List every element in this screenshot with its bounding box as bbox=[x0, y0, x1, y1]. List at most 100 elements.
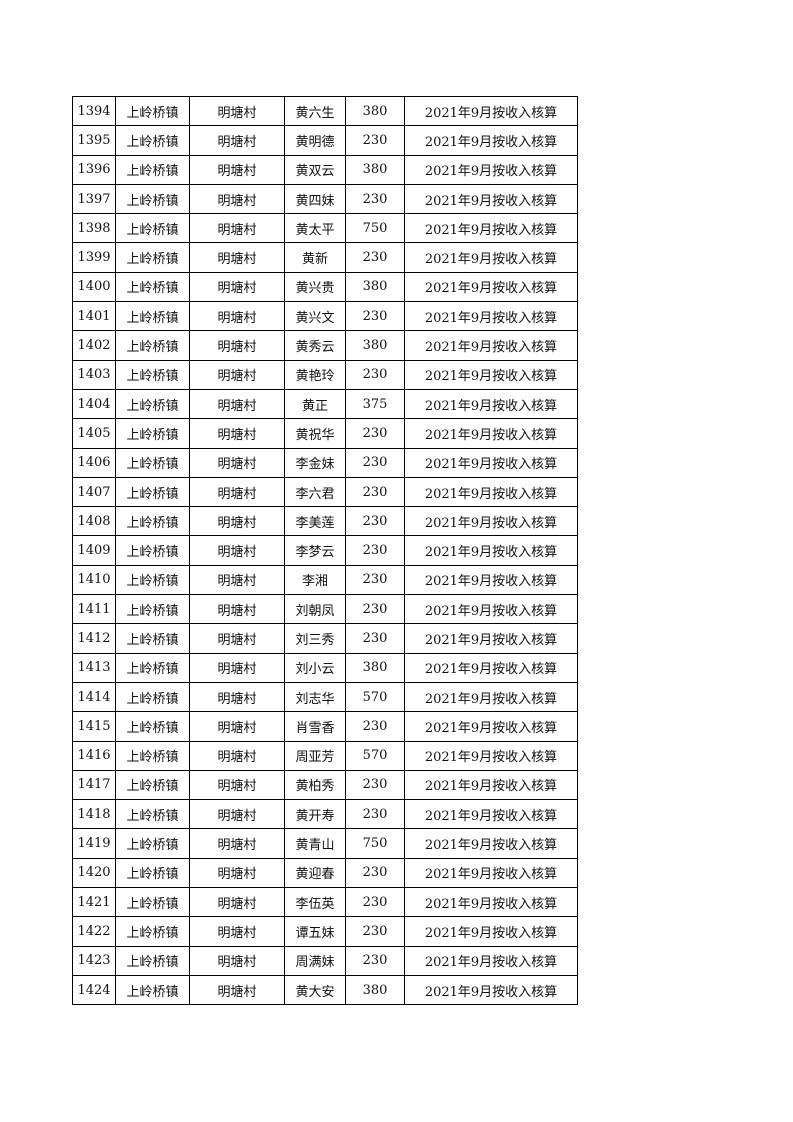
cell-amount: 380 bbox=[345, 95, 405, 127]
cell-row-number: 1406 bbox=[72, 447, 116, 478]
table-row: 1418 上岭桥镇 明塘村 黄开寿 230 2021年9月按收入核算 bbox=[72, 799, 578, 830]
cell-note: 2021年9月按收入核算 bbox=[404, 887, 578, 918]
table-row: 1405 上岭桥镇 明塘村 黄祝华 230 2021年9月按收入核算 bbox=[72, 418, 578, 449]
cell-note: 2021年9月按收入核算 bbox=[404, 271, 578, 303]
cell-row-number: 1420 bbox=[72, 857, 116, 889]
cell-name: 周亚芳 bbox=[284, 740, 346, 771]
cell-town: 上岭桥镇 bbox=[115, 476, 190, 508]
cell-amount: 230 bbox=[345, 301, 405, 332]
table-row: 1394 上岭桥镇 明塘村 黄六生 380 2021年9月按收入核算 bbox=[72, 95, 578, 127]
cell-row-number: 1410 bbox=[72, 564, 116, 596]
cell-amount: 380 bbox=[345, 652, 405, 683]
cell-amount: 380 bbox=[345, 974, 405, 1006]
table-row: 1400 上岭桥镇 明塘村 黄兴贵 380 2021年9月按收入核算 bbox=[72, 271, 578, 303]
cell-row-number: 1397 bbox=[72, 183, 116, 215]
cell-row-number: 1424 bbox=[72, 974, 116, 1006]
cell-town: 上岭桥镇 bbox=[115, 564, 190, 596]
cell-amount: 380 bbox=[345, 154, 405, 185]
table-row: 1406 上岭桥镇 明塘村 李金妹 230 2021年9月按收入核算 bbox=[72, 447, 578, 478]
cell-amount: 230 bbox=[345, 564, 405, 596]
cell-name: 黄兴文 bbox=[284, 301, 346, 332]
cell-amount: 230 bbox=[345, 506, 405, 537]
cell-note: 2021年9月按收入核算 bbox=[404, 828, 578, 859]
cell-amount: 230 bbox=[345, 887, 405, 918]
cell-note: 2021年9月按收入核算 bbox=[404, 125, 578, 156]
cell-row-number: 1402 bbox=[72, 330, 116, 361]
cell-name: 刘小云 bbox=[284, 652, 346, 683]
cell-village: 明塘村 bbox=[189, 652, 285, 683]
cell-note: 2021年9月按收入核算 bbox=[404, 564, 578, 596]
cell-name: 黄六生 bbox=[284, 95, 346, 127]
cell-note: 2021年9月按收入核算 bbox=[404, 535, 578, 566]
cell-row-number: 1403 bbox=[72, 359, 116, 390]
table-row: 1414 上岭桥镇 明塘村 刘志华 570 2021年9月按收入核算 bbox=[72, 681, 578, 713]
table-row: 1402 上岭桥镇 明塘村 黄秀云 380 2021年9月按收入核算 bbox=[72, 330, 578, 361]
cell-row-number: 1408 bbox=[72, 506, 116, 537]
cell-town: 上岭桥镇 bbox=[115, 769, 190, 801]
table-row: 1396 上岭桥镇 明塘村 黄双云 380 2021年9月按收入核算 bbox=[72, 154, 578, 185]
cell-name: 刘三秀 bbox=[284, 623, 346, 654]
cell-village: 明塘村 bbox=[189, 535, 285, 566]
cell-row-number: 1412 bbox=[72, 623, 116, 654]
cell-town: 上岭桥镇 bbox=[115, 887, 190, 918]
cell-amount: 230 bbox=[345, 447, 405, 478]
cell-row-number: 1395 bbox=[72, 125, 116, 156]
cell-note: 2021年9月按收入核算 bbox=[404, 652, 578, 683]
cell-village: 明塘村 bbox=[189, 594, 285, 625]
cell-note: 2021年9月按收入核算 bbox=[404, 418, 578, 449]
cell-row-number: 1411 bbox=[72, 594, 116, 625]
cell-row-number: 1398 bbox=[72, 213, 116, 244]
cell-name: 黄新 bbox=[284, 242, 346, 273]
cell-name: 李湘 bbox=[284, 564, 346, 596]
cell-name: 黄太平 bbox=[284, 213, 346, 244]
cell-row-number: 1423 bbox=[72, 945, 116, 976]
cell-amount: 380 bbox=[345, 271, 405, 303]
cell-town: 上岭桥镇 bbox=[115, 418, 190, 449]
cell-name: 刘朝凤 bbox=[284, 594, 346, 625]
cell-village: 明塘村 bbox=[189, 799, 285, 830]
table-row: 1419 上岭桥镇 明塘村 黄青山 750 2021年9月按收入核算 bbox=[72, 828, 578, 859]
cell-amount: 230 bbox=[345, 945, 405, 976]
cell-note: 2021年9月按收入核算 bbox=[404, 242, 578, 273]
table-row: 1412 上岭桥镇 明塘村 刘三秀 230 2021年9月按收入核算 bbox=[72, 623, 578, 654]
cell-village: 明塘村 bbox=[189, 125, 285, 156]
table-row: 1421 上岭桥镇 明塘村 李伍英 230 2021年9月按收入核算 bbox=[72, 887, 578, 918]
table-row: 1416 上岭桥镇 明塘村 周亚芳 570 2021年9月按收入核算 bbox=[72, 740, 578, 771]
cell-village: 明塘村 bbox=[189, 213, 285, 244]
table-row: 1409 上岭桥镇 明塘村 李梦云 230 2021年9月按收入核算 bbox=[72, 535, 578, 566]
cell-row-number: 1396 bbox=[72, 154, 116, 185]
table-row: 1413 上岭桥镇 明塘村 刘小云 380 2021年9月按收入核算 bbox=[72, 652, 578, 683]
cell-name: 李金妹 bbox=[284, 447, 346, 478]
cell-amount: 230 bbox=[345, 183, 405, 215]
cell-row-number: 1400 bbox=[72, 271, 116, 303]
table-row: 1420 上岭桥镇 明塘村 黄迎春 230 2021年9月按收入核算 bbox=[72, 857, 578, 889]
cell-town: 上岭桥镇 bbox=[115, 301, 190, 332]
cell-village: 明塘村 bbox=[189, 95, 285, 127]
cell-town: 上岭桥镇 bbox=[115, 183, 190, 215]
cell-village: 明塘村 bbox=[189, 271, 285, 303]
cell-note: 2021年9月按收入核算 bbox=[404, 857, 578, 889]
cell-note: 2021年9月按收入核算 bbox=[404, 740, 578, 771]
cell-name: 黄青山 bbox=[284, 828, 346, 859]
cell-note: 2021年9月按收入核算 bbox=[404, 799, 578, 830]
cell-row-number: 1419 bbox=[72, 828, 116, 859]
cell-amount: 570 bbox=[345, 681, 405, 713]
cell-row-number: 1405 bbox=[72, 418, 116, 449]
cell-town: 上岭桥镇 bbox=[115, 740, 190, 771]
cell-name: 黄明德 bbox=[284, 125, 346, 156]
cell-row-number: 1399 bbox=[72, 242, 116, 273]
cell-town: 上岭桥镇 bbox=[115, 799, 190, 830]
cell-town: 上岭桥镇 bbox=[115, 95, 190, 127]
cell-village: 明塘村 bbox=[189, 711, 285, 742]
table-row: 1398 上岭桥镇 明塘村 黄太平 750 2021年9月按收入核算 bbox=[72, 213, 578, 244]
cell-name: 肖雪香 bbox=[284, 711, 346, 742]
cell-village: 明塘村 bbox=[189, 828, 285, 859]
cell-amount: 230 bbox=[345, 594, 405, 625]
cell-village: 明塘村 bbox=[189, 974, 285, 1006]
cell-town: 上岭桥镇 bbox=[115, 857, 190, 889]
cell-note: 2021年9月按收入核算 bbox=[404, 623, 578, 654]
cell-town: 上岭桥镇 bbox=[115, 330, 190, 361]
cell-village: 明塘村 bbox=[189, 154, 285, 185]
cell-note: 2021年9月按收入核算 bbox=[404, 388, 578, 420]
cell-name: 谭五妹 bbox=[284, 916, 346, 947]
